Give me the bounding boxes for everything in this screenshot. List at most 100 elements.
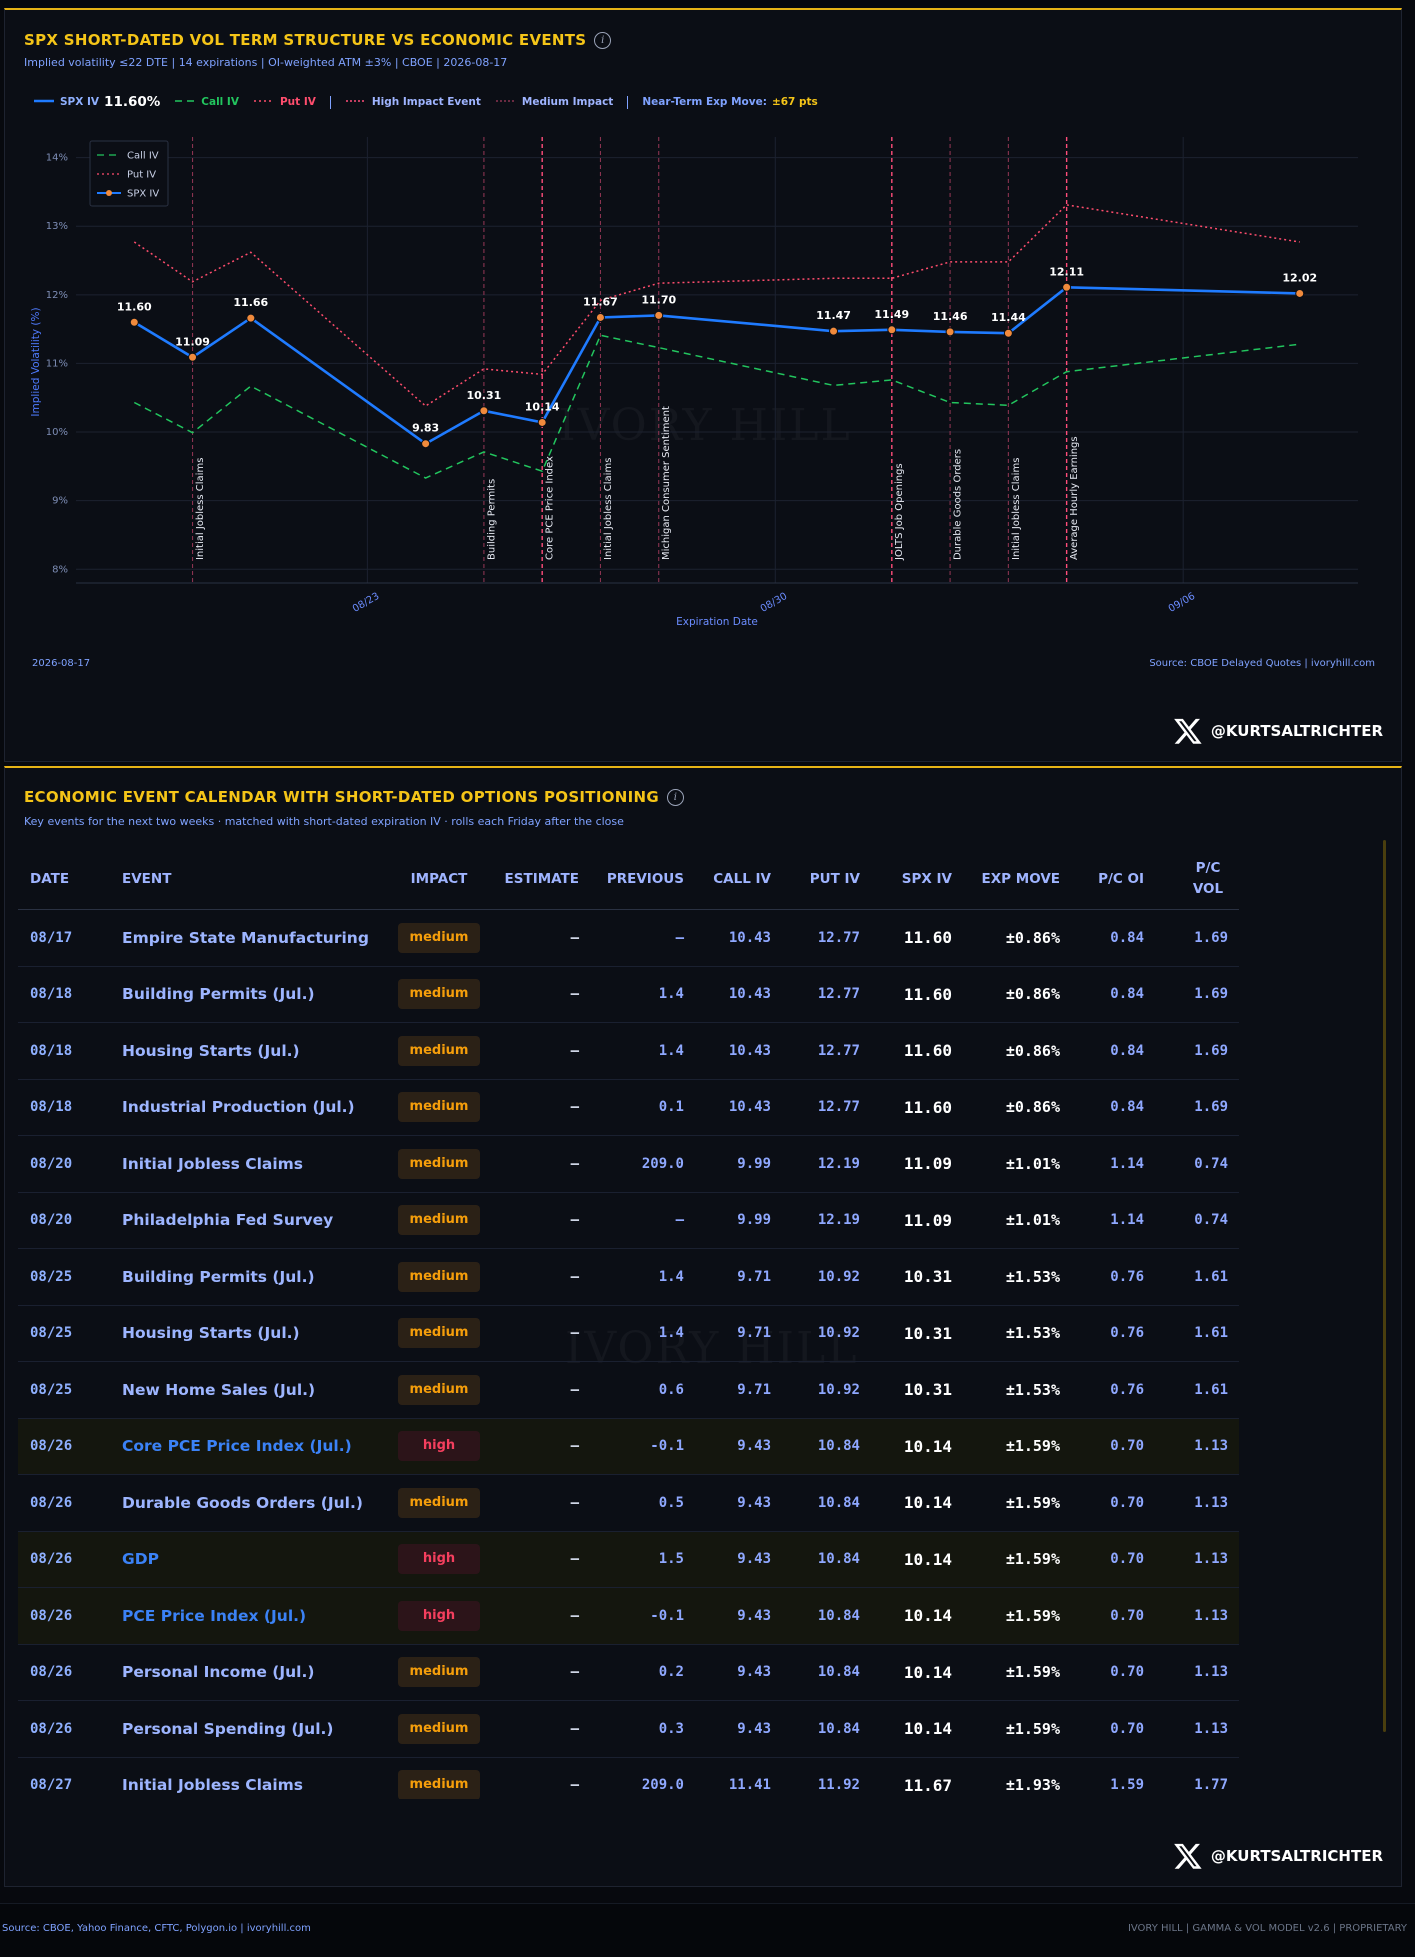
- legend-label: Call IV: [201, 96, 239, 108]
- scrollbar[interactable]: [1383, 840, 1386, 1732]
- table-cell: 9.43: [737, 1720, 771, 1737]
- table-row: 08/18 Industrial Production (Jul.) medium –…: [18, 1080, 1239, 1136]
- table-row: 08/26 GDP high – 1.5 9.43 10.84 10.14 ±1.59% 0.70…: [18, 1531, 1239, 1588]
- calendar-title: ECONOMIC EVENT CALENDAR WITH SHORT-DATED…: [24, 788, 684, 806]
- value-label: 12.11: [1049, 265, 1084, 278]
- chart-subtitle: Implied volatility ≤22 DTE | 14 expirati…: [24, 56, 508, 69]
- impact-badge: medium: [398, 1487, 480, 1518]
- legend-label: SPX IV: [127, 189, 159, 200]
- column-header: P/C OI: [1065, 871, 1149, 887]
- value-label: 11.44: [991, 311, 1026, 324]
- y-tick-label: 14%: [46, 153, 68, 164]
- table-cell: medium: [398, 1318, 480, 1349]
- y-tick-label: 11%: [46, 358, 68, 369]
- impact-badge: medium: [398, 1035, 480, 1066]
- info-icon[interactable]: i: [594, 31, 612, 49]
- table-cell: ±1.93%: [1005, 1776, 1060, 1795]
- impact-badge: high: [398, 1600, 480, 1631]
- table-cell: 11.09: [903, 1210, 952, 1230]
- table-row: 08/27 Initial Jobless Claims medium – 209.0 1…: [18, 1758, 1239, 1799]
- info-icon[interactable]: i: [666, 788, 684, 806]
- series-line: [133, 204, 1300, 407]
- header-text: EXP MOVE: [981, 870, 1060, 887]
- table-cell: 1.13: [1194, 1551, 1228, 1568]
- table-cell: 0.3: [658, 1720, 684, 1737]
- column-header: PUT IV: [776, 871, 865, 887]
- table-cell: –: [675, 929, 684, 946]
- value-label: 10.14: [525, 400, 560, 413]
- impact-badge: medium: [398, 1318, 480, 1349]
- legend-item: Call IV: [174, 96, 239, 108]
- table-row: 08/20 Philadelphia Fed Survey medium – – 9.99…: [18, 1193, 1239, 1249]
- table-cell: 08/25: [30, 1268, 73, 1285]
- table-cell: 9.43: [737, 1494, 771, 1511]
- value-label: 9.83: [412, 422, 439, 435]
- column-header: ESTIMATE: [480, 871, 585, 887]
- table-cell: –: [570, 1212, 579, 1229]
- table-cell: 0.5: [658, 1494, 684, 1511]
- table-cell: –: [570, 1325, 579, 1342]
- handle: @KURTSALTRICHTER: [1173, 716, 1383, 746]
- watermark: IVORY HILL: [565, 1323, 859, 1374]
- table-cell: 0.74: [1194, 1155, 1228, 1172]
- x-tick-label: 09/06: [1167, 591, 1197, 615]
- column-header: DATE: [18, 871, 118, 887]
- table-cell: 0.70: [1110, 1438, 1144, 1455]
- table-cell: 1.69: [1194, 986, 1228, 1003]
- table-cell: 12.19: [817, 1212, 860, 1229]
- table-cell: 0.6: [658, 1381, 684, 1398]
- table-cell: 1.4: [658, 1042, 684, 1059]
- table-cell: 0.70: [1110, 1664, 1144, 1681]
- chart-panel: SPX SHORT-DATED VOL TERM STRUCTURE VS EC…: [4, 8, 1402, 762]
- table-cell: ±1.59%: [1005, 1606, 1060, 1625]
- swatch-icon: [253, 100, 274, 102]
- table-cell: 10.31: [903, 1267, 952, 1287]
- value-label: 11.60: [117, 300, 152, 313]
- table-cell: 08/20: [30, 1212, 73, 1229]
- table-cell: 11.67: [903, 1775, 952, 1795]
- header-text: P/C OI: [1098, 870, 1144, 887]
- table-cell: 11.09: [903, 1154, 952, 1174]
- legend-item: Near-Term Exp Move: ±67 pts: [642, 96, 817, 108]
- header-text: PUT IV: [809, 870, 860, 887]
- column-header: CALL IV: [689, 871, 776, 887]
- table-cell: medium: [398, 1148, 480, 1179]
- table-cell: medium: [398, 1092, 480, 1123]
- table-cell: Housing Starts (Jul.): [122, 1041, 300, 1060]
- table-cell: 1.69: [1194, 929, 1228, 946]
- table-cell: –: [570, 1494, 579, 1511]
- legend-label: Medium Impact: [521, 96, 614, 108]
- table-cell: high: [398, 1431, 480, 1462]
- event-label: Durable Goods Orders: [952, 449, 963, 560]
- value-label: 10.31: [467, 389, 502, 402]
- impact-badge: medium: [398, 979, 480, 1010]
- table-cell: 10.84: [817, 1607, 860, 1624]
- table-cell: 1.13: [1194, 1494, 1228, 1511]
- table-cell: ±0.86%: [1005, 1041, 1060, 1060]
- table-cell: 10.92: [817, 1325, 860, 1342]
- table-cell: 10.14: [903, 1606, 952, 1626]
- handle-text: @KURTSALTRICHTER: [1210, 722, 1383, 740]
- table-cell: medium: [398, 1374, 480, 1405]
- legend-label: SPX IV: [60, 96, 100, 108]
- swatch-icon: [175, 100, 196, 102]
- table-cell: PCE Price Index (Jul.): [122, 1606, 307, 1625]
- legend-box: [89, 140, 169, 207]
- y-tick-label: 10%: [46, 427, 68, 438]
- table-cell: 1.4: [658, 986, 684, 1003]
- value-label: 11.47: [816, 309, 851, 322]
- legend-label: Put IV: [127, 170, 156, 181]
- chart-source: Source: CBOE Delayed Quotes | ivoryhill.…: [1149, 658, 1375, 669]
- table-cell: 0.84: [1110, 929, 1144, 946]
- y-axis-title: Implied Volatility (%): [30, 307, 42, 416]
- current-iv: 11.60%: [104, 94, 161, 110]
- table-cell: 08/26: [30, 1720, 73, 1737]
- table-cell: medium: [398, 1035, 480, 1066]
- table-cell: 1.13: [1194, 1607, 1228, 1624]
- table-cell: 08/18: [30, 1099, 73, 1116]
- header-text: IMPACT: [410, 870, 468, 887]
- table-cell: 10.14: [903, 1493, 952, 1513]
- point: [1003, 328, 1013, 338]
- point: [595, 312, 605, 322]
- header-text: PREVIOUS: [606, 870, 684, 887]
